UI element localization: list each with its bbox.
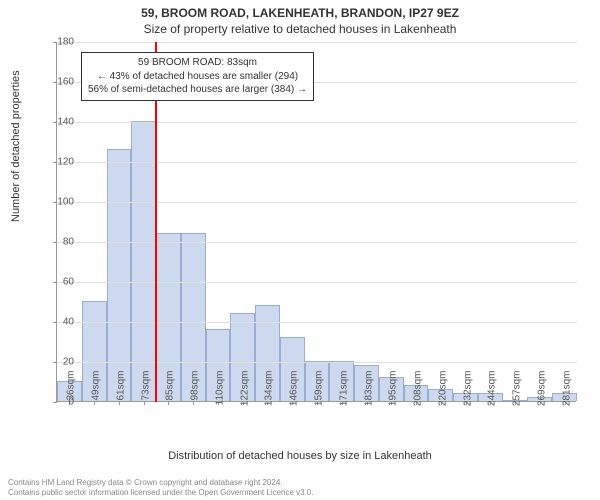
- annotation-box: 59 BROOM ROAD: 83sqm← 43% of detached ho…: [81, 52, 314, 101]
- ytick-label: 140: [44, 117, 74, 128]
- annotation-line: 56% of semi-detached houses are larger (…: [88, 83, 307, 97]
- gridline: [57, 122, 577, 123]
- footer-attribution: Contains HM Land Registry data © Crown c…: [8, 478, 314, 498]
- xtick-label: 159sqm: [314, 371, 325, 407]
- xtick-label: 244sqm: [487, 371, 498, 407]
- footer-line-1: Contains HM Land Registry data © Crown c…: [8, 478, 314, 488]
- y-axis-label: Number of detached properties: [10, 70, 22, 222]
- ytick-label: 20: [44, 357, 74, 368]
- xtick-label: 146sqm: [289, 371, 300, 407]
- ytick-label: 80: [44, 237, 74, 248]
- ytick-label: 160: [44, 77, 74, 88]
- ytick-label: 60: [44, 277, 74, 288]
- xtick-label: 49sqm: [91, 371, 102, 401]
- gridline: [57, 282, 577, 283]
- annotation-line: 59 BROOM ROAD: 83sqm: [88, 56, 307, 70]
- ytick-label: 40: [44, 317, 74, 328]
- xtick-label: 73sqm: [140, 371, 151, 401]
- ytick-label: 120: [44, 157, 74, 168]
- xtick-mark: [119, 401, 120, 405]
- histogram-bar: [107, 149, 132, 401]
- histogram-bar: [131, 121, 156, 401]
- xtick-mark: [144, 401, 145, 405]
- gridline: [57, 242, 577, 243]
- xtick-label: 281sqm: [561, 371, 572, 407]
- gridline: [57, 42, 577, 43]
- chart-plot-area: 59 BROOM ROAD: 83sqm← 43% of detached ho…: [56, 42, 576, 402]
- gridline: [57, 322, 577, 323]
- xtick-label: 195sqm: [388, 371, 399, 407]
- xtick-mark: [193, 401, 194, 405]
- plot-area: 59 BROOM ROAD: 83sqm← 43% of detached ho…: [56, 42, 576, 402]
- xtick-label: 61sqm: [115, 371, 126, 401]
- chart-title-sub: Size of property relative to detached ho…: [0, 22, 600, 36]
- footer-line-2: Contains public sector information licen…: [8, 488, 314, 498]
- xtick-mark: [94, 401, 95, 405]
- chart-title-main: 59, BROOM ROAD, LAKENHEATH, BRANDON, IP2…: [0, 0, 600, 20]
- xtick-label: 257sqm: [512, 371, 523, 407]
- xtick-label: 122sqm: [239, 371, 250, 407]
- xtick-label: 134sqm: [264, 371, 275, 407]
- xtick-label: 98sqm: [190, 371, 201, 401]
- xtick-label: 36sqm: [66, 371, 77, 401]
- xtick-label: 171sqm: [338, 371, 349, 407]
- xtick-label: 269sqm: [536, 371, 547, 407]
- xtick-label: 232sqm: [462, 371, 473, 407]
- xtick-label: 85sqm: [165, 371, 176, 401]
- x-axis-label: Distribution of detached houses by size …: [0, 450, 600, 462]
- annotation-line: ← 43% of detached houses are smaller (29…: [88, 70, 307, 84]
- xtick-mark: [168, 401, 169, 405]
- xtick-label: 183sqm: [363, 371, 374, 407]
- gridline: [57, 162, 577, 163]
- ytick-label: 100: [44, 197, 74, 208]
- xtick-label: 208sqm: [413, 371, 424, 407]
- xtick-label: 220sqm: [437, 371, 448, 407]
- ytick-label: 180: [44, 37, 74, 48]
- gridline: [57, 362, 577, 363]
- gridline: [57, 202, 577, 203]
- xtick-label: 110sqm: [214, 371, 225, 406]
